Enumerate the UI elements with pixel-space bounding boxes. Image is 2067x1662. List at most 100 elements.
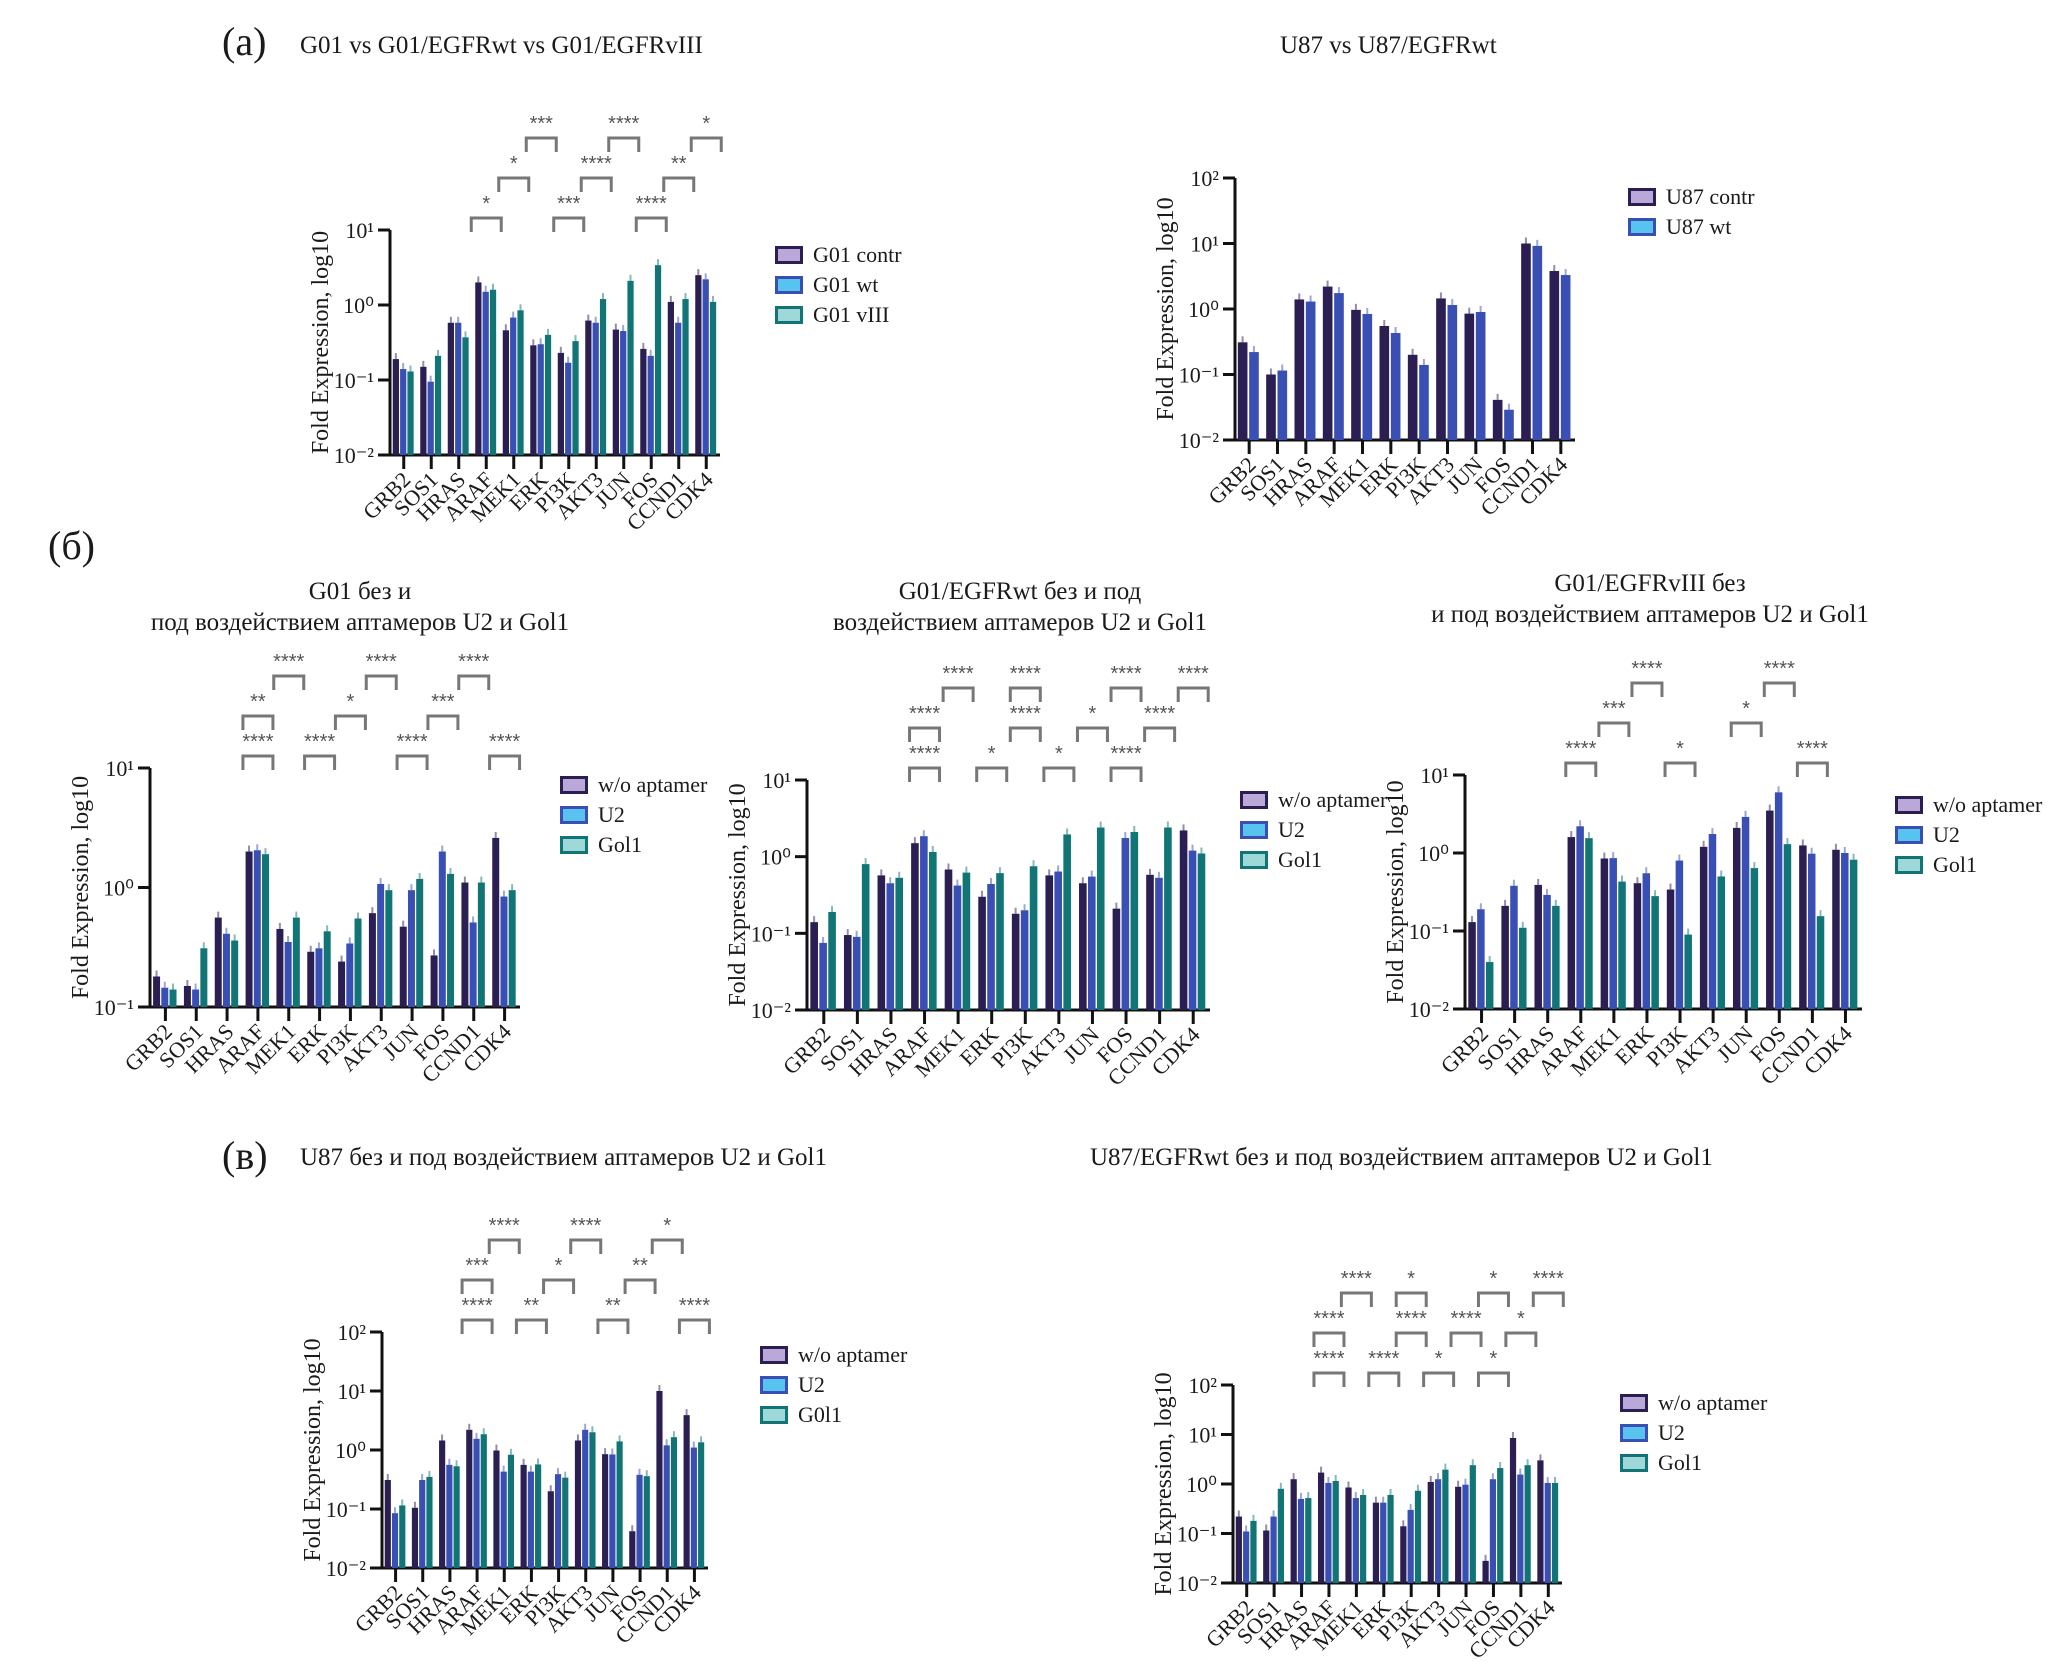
bar	[599, 299, 607, 455]
bar	[527, 1471, 534, 1568]
legend-item: G01 wt	[775, 270, 902, 300]
legend-label: Gol1	[1278, 847, 1322, 872]
significance-bracket	[552, 216, 586, 232]
bar	[1600, 858, 1609, 1009]
significance-bracket	[1476, 1291, 1510, 1307]
significance-label: *	[347, 691, 355, 713]
bar	[1521, 243, 1531, 440]
significance-label: ****	[943, 663, 974, 685]
bar	[1325, 1482, 1332, 1583]
bar	[1427, 1481, 1434, 1583]
bar	[400, 369, 407, 455]
bar	[1783, 844, 1792, 1009]
legend-label: G01 vIII	[813, 302, 890, 327]
bar	[1387, 1494, 1394, 1583]
bar	[1462, 1484, 1469, 1583]
significance-label: ****	[304, 731, 335, 753]
significance-bracket	[1449, 1331, 1483, 1347]
significance-label: ****	[397, 731, 428, 753]
bar	[643, 1476, 650, 1568]
bar	[1390, 333, 1401, 440]
significance-bracket	[569, 1238, 603, 1254]
significance-label: ****	[1110, 743, 1141, 765]
legend-item: w/o aptamer	[1240, 785, 1387, 815]
bar	[1455, 1486, 1462, 1583]
bar	[480, 1434, 487, 1568]
significance-bracket	[241, 714, 275, 730]
bar	[557, 352, 564, 455]
bar	[1537, 1460, 1544, 1583]
legend-swatch	[1240, 791, 1268, 809]
y-tick-label: 10⁰	[1188, 297, 1219, 322]
bar	[1096, 827, 1105, 1010]
bar	[1633, 883, 1642, 1009]
y-tick-label: 10⁻¹	[1409, 919, 1449, 944]
significance-label: *	[510, 153, 518, 175]
bar	[530, 345, 537, 455]
bar	[1322, 286, 1333, 440]
bar	[1297, 1498, 1305, 1583]
legend-label: Gol1	[598, 832, 642, 857]
bar	[161, 987, 169, 1007]
chart-title-b1-line2: под воздействием аптамеров U2 и Gol1	[150, 609, 570, 636]
bar	[292, 917, 300, 1007]
bar	[338, 961, 346, 1007]
bar	[153, 976, 161, 1007]
significance-bracket	[303, 754, 337, 770]
significance-label: *	[1676, 738, 1684, 760]
y-tick-label: 10⁰	[103, 876, 134, 901]
significance-bracket	[272, 674, 306, 690]
legend-b2: w/o aptamer U2 Gol1	[1240, 785, 1387, 875]
bar	[1362, 313, 1373, 440]
bar	[562, 1477, 569, 1568]
significance-bracket	[1531, 1291, 1565, 1307]
y-tick-label: 10⁻²	[751, 998, 792, 1023]
section-label-a: (a)	[222, 19, 267, 64]
y-axis-label: Fold Expression, log10	[68, 776, 94, 999]
bar	[399, 1505, 406, 1568]
bar	[1774, 792, 1783, 1009]
bar	[183, 985, 191, 1007]
bar	[1436, 298, 1446, 440]
significance-bracket	[460, 1278, 494, 1294]
bar	[1266, 374, 1276, 440]
significance-bracket	[1008, 686, 1042, 702]
y-tick-label: 10⁻²	[334, 443, 375, 468]
bar	[663, 1445, 670, 1568]
bar	[469, 922, 477, 1007]
significance-label: ****	[636, 193, 667, 215]
bar	[953, 885, 962, 1010]
bar	[427, 381, 434, 455]
bar	[1741, 816, 1750, 1009]
significance-bracket	[1312, 1331, 1346, 1347]
significance-label: ****	[1313, 1308, 1344, 1330]
significance-bracket	[1762, 681, 1796, 697]
legend-item: Gol1	[1895, 850, 2042, 880]
bar	[1464, 313, 1475, 440]
legend-label: w/o aptamer	[1933, 792, 2043, 817]
bar	[434, 355, 442, 455]
bar	[253, 850, 261, 1007]
significance-bracket	[497, 176, 531, 192]
legend-swatch	[1895, 796, 1923, 814]
bar	[438, 851, 446, 1007]
bar	[895, 877, 904, 1010]
legend-item: w/o aptamer	[560, 770, 707, 800]
significance-bracket	[908, 766, 942, 782]
bar	[315, 948, 323, 1007]
significance-label: ****	[1631, 658, 1662, 680]
y-tick-label: 10⁻¹	[326, 1497, 366, 1522]
legend-label: U87 contr	[1666, 184, 1755, 209]
bar	[1492, 399, 1503, 440]
chart-title-b2-line1: G01/EGFRwt без и под	[898, 578, 1142, 605]
bar	[1317, 1472, 1325, 1583]
bar	[1155, 877, 1163, 1010]
bar	[455, 322, 462, 455]
chart-title-a2: U87 vs U87/EGFRwt	[1280, 32, 1497, 59]
bar	[1146, 874, 1154, 1010]
significance-bracket	[1008, 726, 1042, 742]
legend-label: w/o aptamer	[798, 1342, 908, 1367]
legend-swatch	[1620, 1394, 1648, 1412]
bar	[695, 275, 702, 455]
